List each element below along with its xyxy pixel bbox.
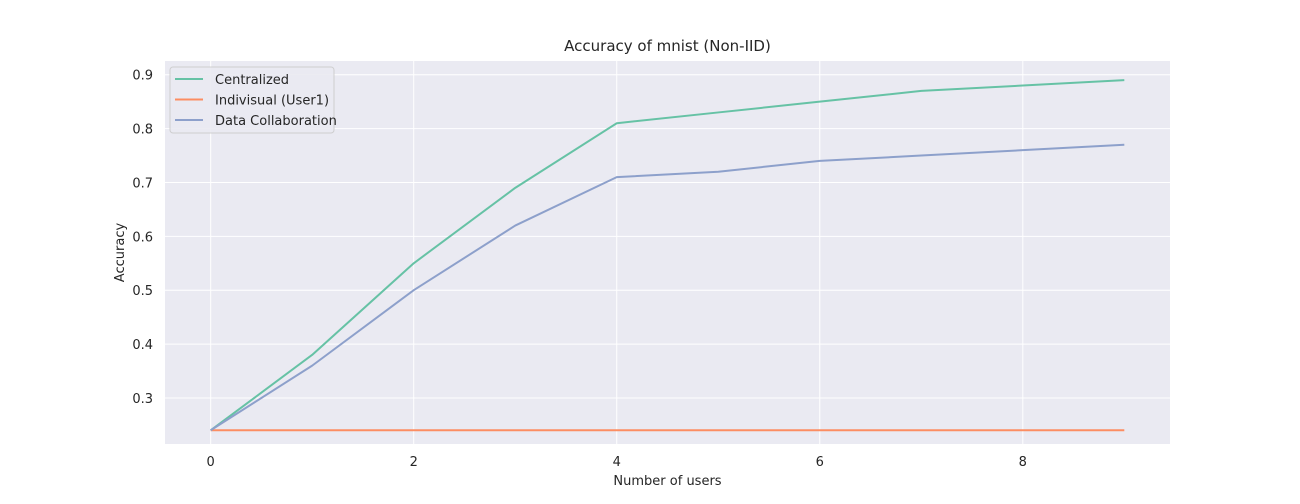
chart-title: Accuracy of mnist (Non-IID) [564,37,771,55]
y-axis-label: Accuracy [113,223,128,283]
legend-box [169,66,335,134]
x-tick-label: 2 [410,455,418,470]
y-tick-label: 0.4 [132,338,153,353]
y-tick-label: 0.5 [132,284,153,299]
legend-label: Indivisual (User1) [215,94,329,109]
legend-label: Data Collaboration [215,114,337,129]
y-tick-label: 0.8 [132,123,153,138]
x-tick-label: 4 [613,455,621,470]
y-tick-label: 0.6 [132,230,153,245]
x-axis-label: Number of users [613,474,721,489]
y-tick-label: 0.3 [132,392,153,407]
tick-labels: 0 2 4 6 8 0.3 0.4 0.5 0.6 0.7 0.8 0.9 [132,69,1027,470]
series-line [210,79,1125,432]
y-tick-label: 0.7 [132,176,153,191]
x-tick-label: 0 [207,455,215,470]
x-tick-label: 6 [816,455,824,470]
series-lines [210,79,1125,432]
y-tick-label: 0.9 [132,69,153,84]
legend: Centralized Indivisual (User1) Data Collab… [169,66,337,134]
legend-label: Centralized [215,73,289,88]
series-line [210,143,1125,432]
x-tick-label: 8 [1019,455,1027,470]
